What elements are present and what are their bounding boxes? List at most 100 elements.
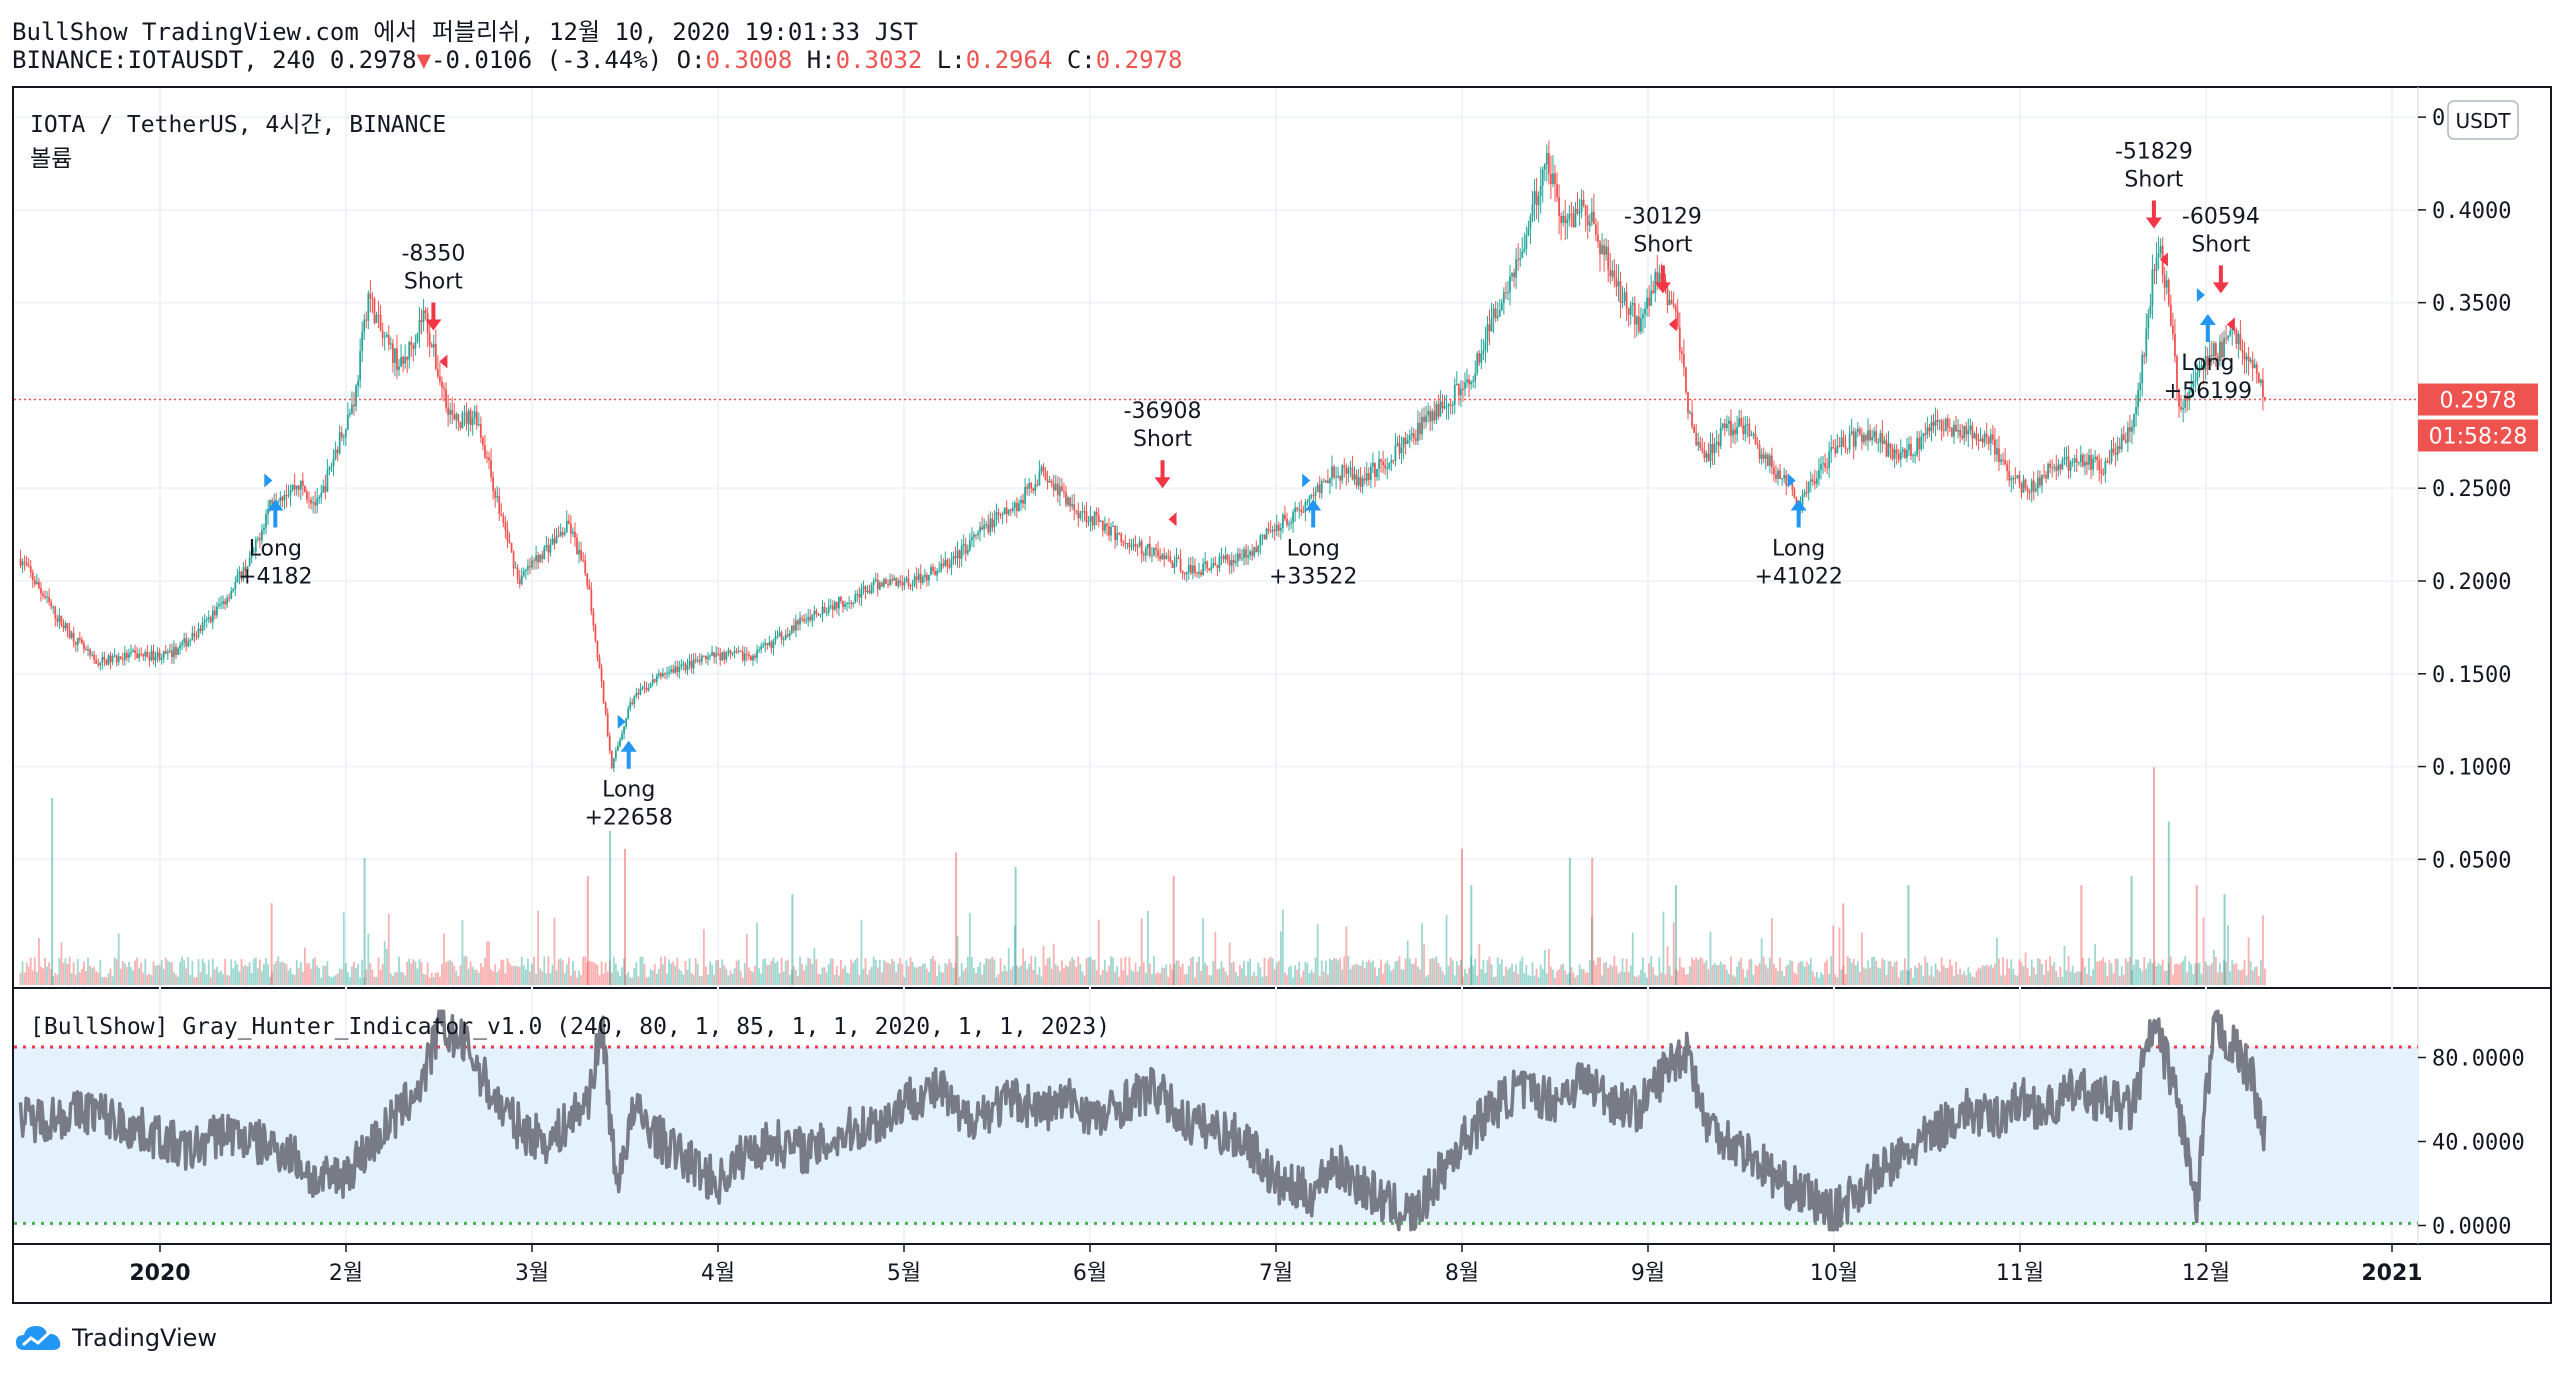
candle-body [1101,520,1104,531]
volume-bar [213,969,216,985]
volume-bar [273,964,276,985]
candle-body [97,663,100,665]
candle-body [549,544,552,553]
candle-body [303,485,306,492]
candle-body [2253,364,2256,369]
candle-body [2225,338,2227,340]
volume-bar [1435,956,1438,985]
tradingview-logo[interactable]: TradingView [14,1322,217,1354]
candle-body [35,581,38,585]
volume-bar [838,975,840,985]
candle-body [130,651,132,654]
volume-bar [952,967,955,985]
volume-bar [2032,967,2035,985]
candle-body [1830,447,1833,452]
candle-body [809,616,812,621]
candle-body [1470,381,1473,385]
candle-body [672,669,675,673]
candle-body [1842,437,1845,447]
candle-body [250,552,253,558]
candle-body [684,663,687,671]
candle-body [1852,431,1855,447]
candle-body [1515,259,1518,278]
volume-bar [717,959,720,985]
candle-body [1682,353,1685,368]
volume-bar [2247,937,2250,985]
candle-body [1793,489,1796,499]
volume-bar [1515,964,1518,985]
candle-body [1222,556,1225,560]
candle-body [1844,446,1847,449]
volume-bar [68,956,71,985]
volume-bar [1277,961,1280,985]
volume-bar [1036,974,1039,985]
volume-bar [2026,967,2029,985]
volume-bar [1187,965,1190,985]
volume-bar [1349,969,1352,985]
candle-body [1183,573,1186,575]
volume-bar [975,973,977,985]
volume-bar [1410,963,1413,985]
candle-body [2094,456,2097,459]
currency-button[interactable]: USDT [2447,100,2519,140]
candle-body [629,702,632,709]
volume-bar [148,973,151,985]
candle-body [1496,316,1499,319]
volume-bar [481,966,484,985]
volume-bar [1543,950,1546,985]
volume-bar [1680,967,1683,985]
volume-bar [968,913,971,985]
candle-body [1920,436,1923,450]
candle-body [1277,524,1280,531]
volume-bar [1308,973,1311,985]
candle-body [498,496,501,514]
volume-bar [522,965,525,985]
candle-body [1128,543,1131,548]
volume-bar [1179,966,1182,985]
candle-body [1136,546,1139,548]
volume-bar [1836,977,1839,985]
volume-bar [531,963,533,985]
candle-body [1451,404,1454,406]
candle-body [1564,215,1567,224]
candle-body [1989,434,1992,444]
candle-body [1621,301,1624,303]
candle-body [645,688,648,691]
candle-body [1320,481,1323,494]
candle-body [1715,441,1718,444]
volume-bar [870,966,873,985]
candle-body [1879,433,1882,443]
volume-bar [1194,977,1196,985]
volume-bar [1609,964,1612,985]
candle-body [925,574,928,581]
volume-label: 볼륨 [30,146,72,172]
candle-body [125,652,128,658]
volume-bar [1151,974,1153,985]
volume-bar [1754,964,1757,985]
volume-bar [1963,971,1966,985]
volume-bar [1783,975,1786,985]
volume-bar [1809,958,1812,985]
volume-bar [1664,974,1667,985]
candle-body [463,412,466,414]
candle-body [1050,481,1053,484]
candle-body [1910,444,1912,456]
volume-bar [400,971,402,985]
candle-body [2090,455,2092,470]
candle-body [598,657,601,668]
candle-body [1376,468,1378,477]
volume-bar [1372,960,1374,985]
candle-body [1877,442,1880,444]
candle-body [2186,395,2189,401]
volume-bar [359,977,362,985]
candle-body [913,576,916,586]
volume-bar [2129,956,2131,985]
currency-button-label[interactable]: USDT [2456,109,2512,133]
candle-body [1590,211,1593,223]
candle-body [954,556,957,559]
volume-bar [543,956,546,985]
candle-body [40,588,42,594]
volume-bar [2053,961,2056,985]
short-arrow-icon [2212,265,2229,294]
